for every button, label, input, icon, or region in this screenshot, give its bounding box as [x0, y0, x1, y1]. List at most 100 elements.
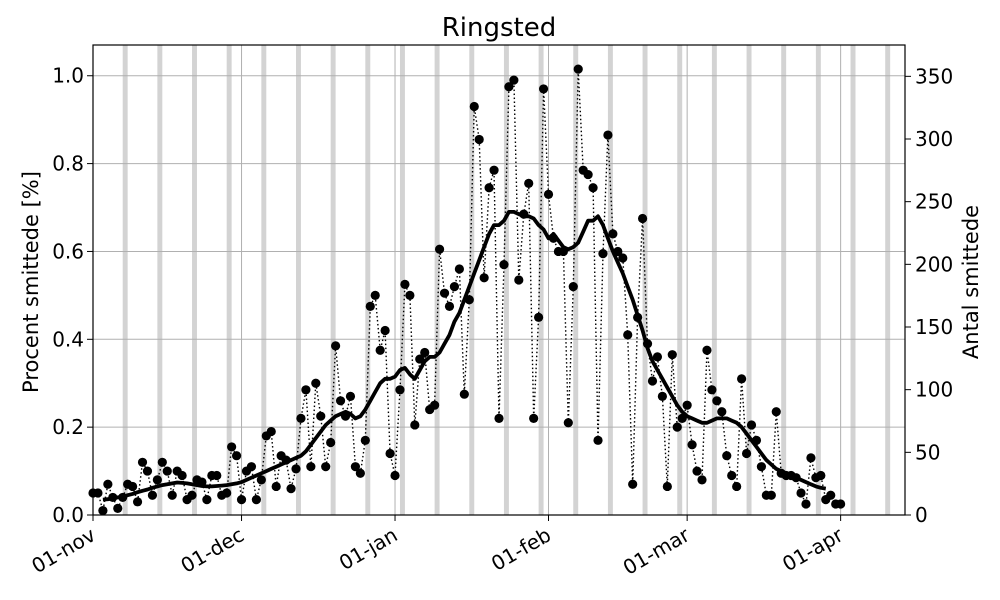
y-tick-label: 1.0 [52, 64, 84, 88]
data-point [608, 229, 618, 239]
data-point [741, 448, 752, 459]
data-point [806, 453, 816, 463]
y-right-tick-label: 300 [915, 127, 953, 151]
data-point [756, 462, 767, 472]
data-point [410, 420, 420, 430]
weekend-band [885, 45, 891, 515]
weekend-band [434, 45, 440, 515]
data-point [727, 470, 737, 481]
weekend-band [642, 45, 648, 515]
data-point [489, 165, 499, 175]
weekend-band [261, 45, 267, 515]
data-point [474, 134, 484, 145]
data-point [227, 442, 237, 452]
data-point [672, 422, 682, 432]
data-point [167, 490, 177, 500]
weekend-band [330, 45, 336, 515]
data-point [667, 350, 677, 360]
data-point [449, 281, 460, 292]
data-point [682, 400, 692, 410]
weekend-band [607, 45, 613, 515]
data-point [732, 481, 742, 492]
data-point [266, 426, 276, 437]
data-point [306, 462, 316, 472]
data-point [628, 479, 638, 489]
data-point [459, 389, 469, 399]
x-tick-label: 01-apr [778, 522, 848, 576]
data-point [251, 495, 261, 505]
weekend-shading [122, 45, 891, 515]
average-line [102, 209, 827, 502]
data-point [331, 341, 341, 351]
weekend-band [711, 45, 717, 515]
data-point [796, 488, 806, 498]
data-point [836, 499, 846, 509]
y-tick-label: 0.0 [52, 503, 84, 527]
data-point [657, 391, 667, 402]
data-point [652, 352, 663, 362]
data-point [509, 75, 519, 85]
data-point [722, 451, 732, 461]
data-point [484, 183, 494, 193]
y-right-tick-label: 0 [915, 503, 928, 527]
y-axis-label: Procent smittede [%] [19, 171, 43, 393]
data-point [177, 470, 187, 481]
data-point [236, 495, 247, 505]
data-point [662, 481, 672, 492]
data-point [801, 499, 811, 509]
weekend-band [850, 45, 856, 515]
data-point [390, 470, 400, 481]
data-point [103, 479, 113, 489]
y-right-tick-label: 100 [915, 378, 953, 402]
data-point [271, 481, 281, 492]
data-point [543, 189, 554, 199]
weekend-band [296, 45, 301, 515]
data-point [256, 475, 266, 485]
data-point [534, 312, 544, 322]
y-right-tick-label: 150 [915, 315, 953, 339]
data-point [365, 301, 375, 311]
x-tick-label: 01-mar [619, 522, 695, 579]
data-point [504, 82, 514, 92]
weekend-band [365, 45, 371, 515]
data-point [479, 273, 489, 283]
weekend-band [746, 45, 752, 515]
y-axis-label-right: Antal smittede [959, 205, 983, 359]
data-point [746, 420, 757, 430]
data-point [707, 385, 717, 395]
left-axis: 0.0 0.2 0.4 0.6 0.8 1.0 [52, 64, 93, 527]
data-point [157, 457, 167, 467]
data-point [335, 396, 346, 406]
data-point [420, 347, 430, 358]
weekend-band [538, 45, 544, 515]
data-point [573, 64, 583, 74]
y-right-tick-label: 350 [915, 64, 953, 88]
data-point [132, 497, 143, 507]
data-point [142, 466, 153, 476]
weekend-band [503, 45, 509, 515]
data-point [147, 490, 158, 500]
data-point [647, 376, 658, 386]
data-point [316, 411, 326, 421]
data-point [400, 279, 410, 289]
weekend-band [226, 45, 232, 515]
weekend-band [399, 45, 405, 515]
data-point [350, 462, 361, 472]
data-point [692, 466, 702, 476]
weekend-band [677, 45, 683, 515]
data-point [380, 325, 390, 336]
data-point [454, 264, 464, 274]
data-point [598, 249, 608, 259]
y-tick-label: 0.8 [52, 152, 84, 176]
data-point [826, 490, 836, 500]
right-axis: 0 50 100 150 200 250 300 350 [905, 64, 953, 527]
data-point [286, 484, 296, 494]
data-point [222, 488, 232, 498]
daily-series [88, 64, 846, 516]
data-point [311, 378, 321, 388]
data-point [321, 462, 331, 472]
y-right-tick-label: 200 [915, 252, 953, 276]
daily-series-line [93, 69, 841, 511]
data-point [113, 503, 123, 514]
